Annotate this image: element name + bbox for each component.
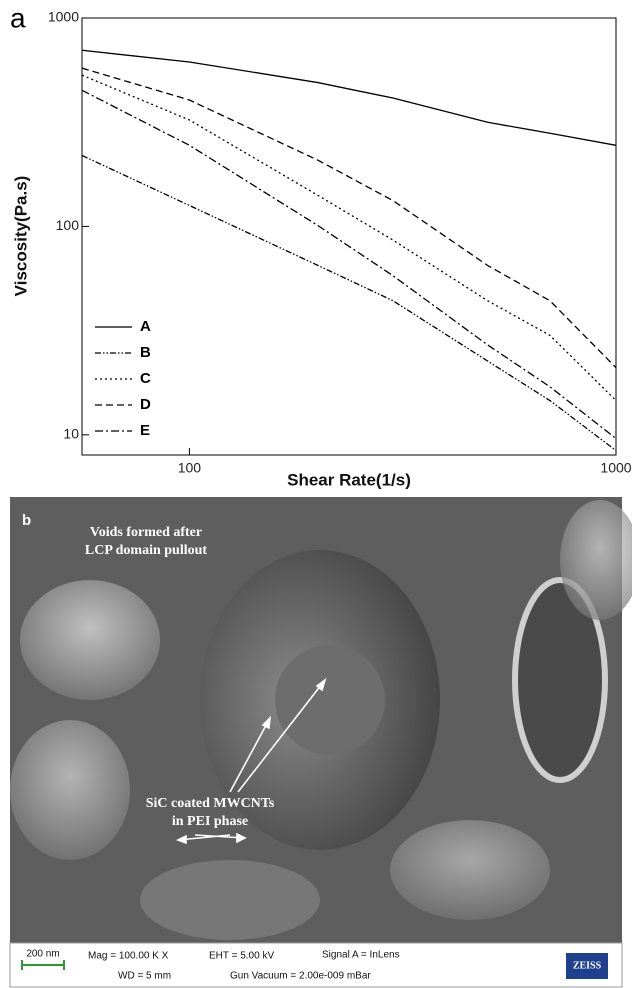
y-tick-label: 100 (56, 217, 80, 233)
sem-feature (390, 820, 550, 920)
legend-label: A (140, 318, 151, 335)
panel-label: a (10, 2, 26, 33)
scale-label: 200 nm (26, 949, 59, 960)
legend-label: B (140, 344, 151, 361)
series-line (82, 68, 616, 368)
x-tick-label: 1000 (600, 460, 631, 476)
series-line (82, 75, 616, 400)
logo-text: ZEISS (573, 960, 602, 971)
chart-a: a Viscosity(Pa.s) Shear Rate(1/s) 10 100 1… (10, 2, 632, 489)
legend-label: C (140, 370, 151, 387)
sem-feature (20, 580, 160, 700)
y-tick-label: 10 (63, 426, 79, 442)
sem-feature (275, 645, 385, 755)
y-tick-label: 1000 (48, 9, 79, 25)
figure: a Viscosity(Pa.s) Shear Rate(1/s) 10 100 1… (0, 0, 632, 988)
sem-feature (10, 720, 130, 860)
annotation: Voids formed after (90, 525, 202, 540)
annotation: SiC coated MWCNTs (146, 796, 275, 811)
info-text: EHT = 5.00 kV (209, 951, 274, 962)
x-axis-title: Shear Rate(1/s) (287, 470, 411, 489)
legend-label: E (140, 422, 150, 439)
micrograph: b Voids formed after LCP domain pullout … (10, 497, 632, 987)
x-tick-label: 100 (178, 460, 202, 476)
annotation: LCP domain pullout (85, 543, 207, 558)
series-line (82, 50, 616, 145)
y-axis-title: Viscosity(Pa.s) (11, 176, 30, 297)
info-text: Signal A = InLens (322, 950, 400, 961)
plot-frame (82, 18, 616, 455)
annotation: in PEI phase (172, 814, 248, 829)
sem-feature (140, 860, 320, 940)
info-text: Mag = 100.00 K X (88, 951, 169, 962)
info-text: Gun Vacuum = 2.00e-009 mBar (230, 971, 371, 982)
info-text: WD = 5 mm (118, 971, 171, 982)
legend-label: D (140, 396, 151, 413)
series-line (82, 155, 616, 450)
series-line (82, 90, 616, 438)
panel-label: b (22, 512, 31, 529)
